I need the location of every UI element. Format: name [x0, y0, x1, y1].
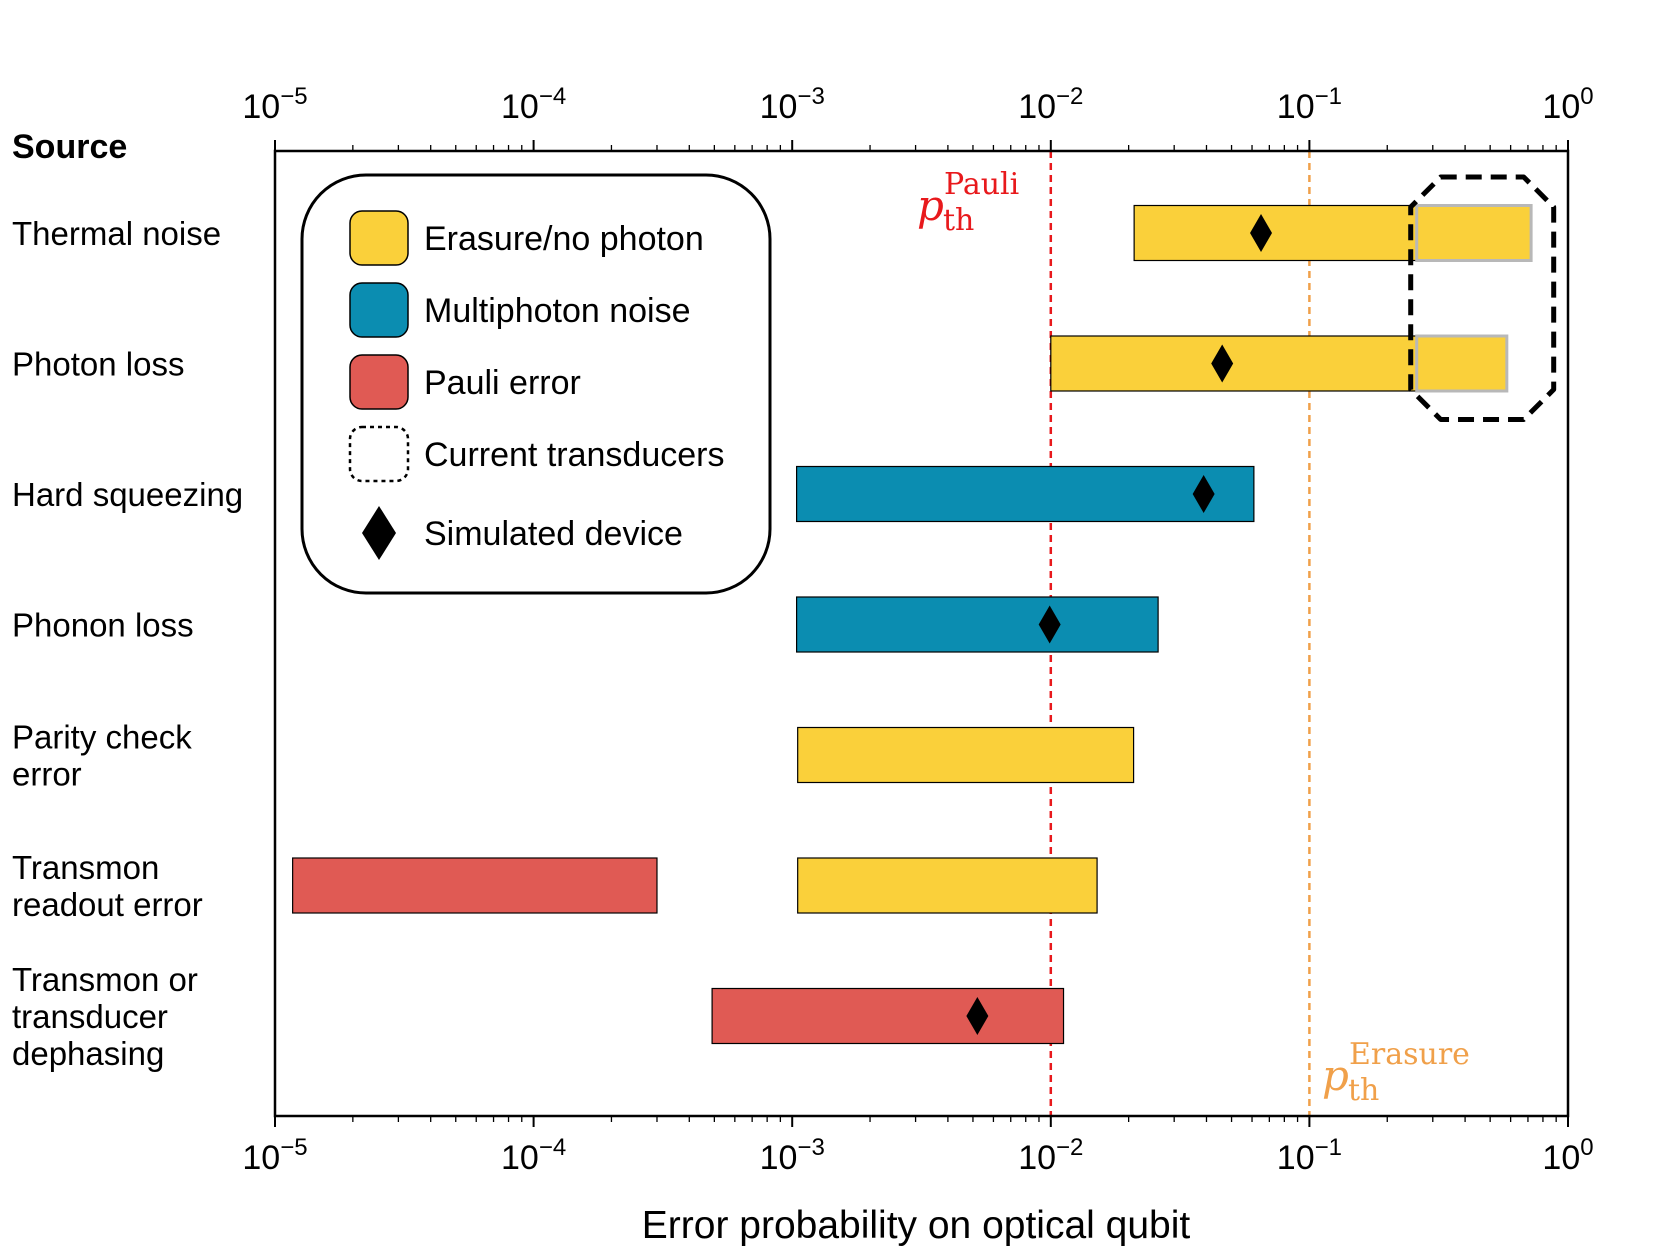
transducer-bar-overlay-row0 — [1415, 204, 1533, 262]
category-labels: Thermal noise Photon loss Hard squeezing Ph… — [12, 215, 243, 1072]
bar-erasure-row5-6 — [797, 857, 1098, 914]
legend-swatch-transducers — [348, 425, 410, 483]
x-axis-label: Error probability on optical qubit — [642, 1204, 1191, 1246]
top-tick-label-1: 10−4 — [501, 83, 566, 126]
bottom-tick-labels: 10−5 10−4 10−3 10−2 10−1 100 — [242, 1134, 1593, 1177]
transducer-bar-overlay-row1 — [1415, 334, 1509, 393]
simulated-marker-row3 — [1038, 605, 1061, 644]
axis-ticks — [274, 140, 1569, 1127]
bar-erasure-row1-1 — [1050, 335, 1508, 392]
top-tick-label-4: 10−1 — [1277, 83, 1342, 126]
legend-swatch-multiphoton — [349, 282, 409, 338]
category-label-row1: Photon loss — [12, 346, 184, 383]
threshold-subscript: th — [1348, 1073, 1379, 1108]
category-label-row4: Parity check — [12, 719, 192, 756]
bar-erasure-row0-0 — [1133, 204, 1532, 262]
threshold-subscript: th — [943, 203, 974, 238]
category-label-row6: dephasing — [12, 1035, 164, 1072]
category-label-row3: Phonon loss — [12, 607, 194, 644]
current-transducers-outline — [1408, 174, 1557, 422]
bar-multiphoton-row3-3 — [796, 596, 1159, 653]
bottom-tick-label-0: 10−5 — [242, 1134, 307, 1177]
bar-pauli-row5-5 — [292, 857, 658, 914]
threshold-superscript: Pauli — [944, 167, 1019, 202]
top-tick-label-5: 100 — [1542, 83, 1593, 126]
simulated-marker-row6 — [966, 997, 989, 1035]
legend-label-multiphoton: Multiphoton noise — [424, 292, 691, 330]
legend-box — [300, 173, 772, 595]
bottom-tick-label-5: 100 — [1542, 1134, 1593, 1177]
legend-swatch-pauli — [349, 354, 409, 410]
bars — [292, 204, 1532, 1045]
legend-swatch-simulated-icon — [362, 506, 396, 560]
threshold-symbol: p — [1322, 1051, 1349, 1100]
simulated-marker-row0 — [1250, 214, 1273, 252]
category-label-row4: error — [12, 756, 82, 793]
category-label-row6: Transmon or — [12, 961, 198, 998]
legend-label-transducers: Current transducers — [424, 436, 724, 474]
bottom-tick-label-3: 10−2 — [1018, 1134, 1083, 1177]
top-tick-label-3: 10−2 — [1018, 83, 1083, 126]
bottom-tick-label-4: 10−1 — [1277, 1134, 1342, 1177]
category-label-row0: Thermal noise — [12, 215, 221, 252]
simulated-markers — [966, 214, 1273, 1035]
category-label-row6: transducer — [12, 998, 168, 1035]
top-tick-label-2: 10−3 — [760, 83, 825, 126]
bar-pauli-row6-7 — [711, 987, 1065, 1045]
bottom-tick-label-2: 10−3 — [760, 1134, 825, 1177]
legend-label-pauli: Pauli error — [424, 364, 581, 402]
legend-label-erasure: Erasure/no photon — [424, 220, 704, 258]
threshold-symbol: p — [917, 181, 944, 230]
bottom-tick-label-1: 10−4 — [501, 1134, 566, 1177]
simulated-marker-row2 — [1192, 475, 1215, 513]
plot-frame — [273, 149, 1570, 1118]
top-tick-label-0: 10−5 — [242, 83, 307, 126]
legend-swatch-erasure — [349, 210, 409, 266]
source-header: Source — [12, 128, 127, 166]
category-label-row5: readout error — [12, 886, 203, 923]
legend: Erasure/no photon Multiphoton noise Pauli … — [300, 173, 772, 595]
category-label-row5: Transmon — [12, 849, 159, 886]
simulated-marker-row1 — [1211, 344, 1234, 383]
bar-multiphoton-row2-2 — [796, 465, 1255, 523]
legend-label-simulated: Simulated device — [424, 515, 683, 553]
threshold-superscript: Erasure — [1349, 1037, 1470, 1072]
category-label-row2: Hard squeezing — [12, 476, 243, 513]
bar-erasure-row4-4 — [797, 726, 1135, 784]
current-transducers-group — [1408, 174, 1557, 422]
top-tick-labels: 10−5 10−4 10−3 10−2 10−1 100 — [242, 83, 1593, 126]
